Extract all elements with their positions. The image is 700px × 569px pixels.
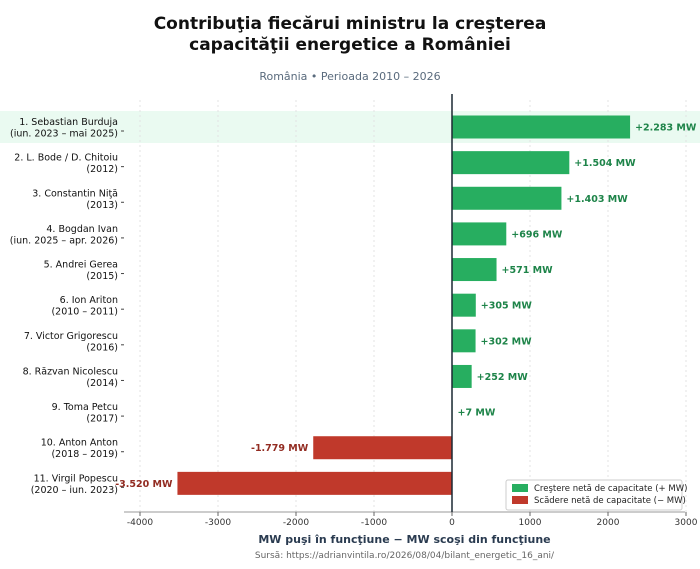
x-tick-label: 2000 (597, 518, 620, 528)
data-label: +1.403 MW (566, 194, 628, 205)
category-label-name: 7. Victor Grigorescu (24, 331, 118, 342)
category-label-name: 10. Anton Anton (41, 438, 118, 449)
category-label-period: (2017) (86, 414, 118, 425)
category-label-period: (2016) (86, 342, 118, 353)
bar (452, 115, 631, 139)
category-label-period: (iun. 2025 – apr. 2026) (10, 235, 118, 246)
legend-label: Scădere netă de capacitate (− MW) (534, 496, 686, 506)
legend-label: Creştere netă de capacitate (+ MW) (534, 484, 687, 494)
category-label-period: (2013) (86, 200, 118, 211)
chart-title-line2: capacităţii energetice a României (189, 35, 511, 55)
category-label-name: 3. Constantin Niţă (32, 188, 118, 199)
x-tick-label: -4000 (127, 518, 153, 528)
category-label-period: (2014) (86, 378, 118, 389)
category-label-name: 4. Bogdan Ivan (46, 224, 118, 235)
x-tick-label: -2000 (283, 518, 309, 528)
legend-swatch (512, 496, 528, 504)
category-label-period: (2012) (86, 164, 118, 175)
source-note: Sursă: https://adrianvintila.ro/2026/08/… (254, 551, 555, 561)
x-tick-label: 0 (449, 518, 455, 528)
category-label-name: 2. L. Bode / D. Chitoiu (14, 153, 118, 164)
category-label-period: (2020 – iun. 2023) (31, 485, 118, 496)
data-label: +305 MW (481, 301, 533, 312)
data-label: -1.779 MW (251, 443, 309, 454)
bar (452, 293, 476, 317)
data-label: -3.520 MW (115, 479, 173, 490)
bar (452, 329, 476, 353)
category-label-name: 5. Andrei Gerea (44, 260, 118, 271)
category-label-name: 11. Virgil Popescu (34, 473, 118, 484)
bar (313, 436, 452, 460)
legend-swatch (512, 484, 528, 492)
category-label-period: (2010 – 2011) (51, 307, 118, 318)
data-label: +7 MW (458, 408, 496, 419)
category-label-period: (2018 – 2019) (51, 449, 118, 460)
data-label: +1.504 MW (574, 158, 636, 169)
category-label-period: (2015) (86, 271, 118, 282)
legend-box (505, 479, 683, 511)
category-label-period: (iun. 2023 – mai 2025) (10, 129, 118, 140)
x-tick-label: 3000 (675, 518, 698, 528)
bar (177, 471, 452, 495)
x-tick-label: 1000 (519, 518, 542, 528)
category-label-name: 9. Toma Petcu (52, 402, 118, 413)
category-label-name: 8. Răzvan Nicolescu (23, 366, 118, 377)
category-label-name: 1. Sebastian Burduja (19, 117, 118, 128)
bar (452, 151, 570, 175)
chart-title-line1: Contribuţia fiecărui ministru la creşter… (153, 14, 547, 34)
data-label: +2.283 MW (635, 123, 697, 134)
bar (452, 186, 562, 210)
category-label-name: 6. Ion Ariton (60, 295, 118, 306)
bar (452, 222, 507, 246)
data-label: +696 MW (511, 229, 563, 240)
x-tick-label: -3000 (205, 518, 231, 528)
chart-title: Contribuţia fiecărui ministru la creşter… (0, 14, 700, 56)
bar (452, 364, 472, 388)
bar (452, 258, 497, 282)
x-axis-label: MW puşi în funcţiune − MW scoşi din func… (258, 533, 551, 546)
data-label: +252 MW (477, 372, 529, 383)
data-label: +571 MW (502, 265, 554, 276)
x-tick-label: -1000 (361, 518, 387, 528)
chart-subtitle: România • Perioada 2010 – 2026 (259, 70, 441, 83)
data-label: +302 MW (481, 336, 533, 347)
